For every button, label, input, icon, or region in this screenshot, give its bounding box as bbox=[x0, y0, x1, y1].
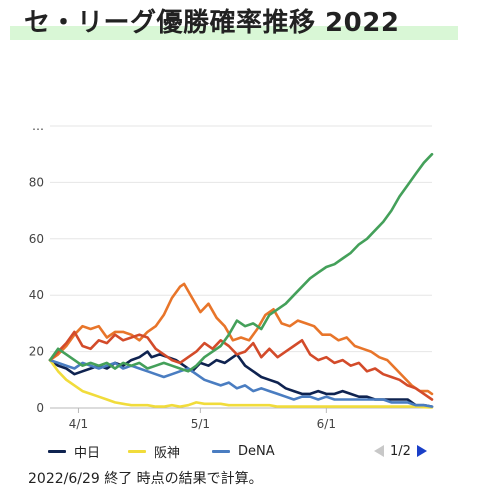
legend-label-chunichi: 中日 bbox=[74, 445, 101, 461]
legend-swatch-hanshin bbox=[128, 449, 146, 453]
y-axis-ticks: 0 20 40 60 80 … bbox=[29, 119, 44, 415]
line-chart: 0 20 40 60 80 … 4/1 5/1 6/1 bbox=[29, 119, 434, 430]
series-line-4 bbox=[48, 330, 434, 401]
series-line-5 bbox=[48, 152, 434, 373]
pager-label: 1/2 bbox=[390, 443, 411, 459]
y-tick-label: 40 bbox=[29, 288, 44, 302]
x-tick-label: 5/1 bbox=[191, 417, 210, 430]
chart-legend: 中日 阪神 DeNA 1/2 bbox=[0, 440, 480, 462]
chart-series bbox=[48, 152, 434, 409]
x-axis-ticks: 4/1 5/1 6/1 bbox=[69, 408, 336, 430]
legend-item-hanshin[interactable]: 阪神 bbox=[128, 440, 180, 462]
previous-page-icon[interactable] bbox=[374, 445, 384, 457]
legend-label-dena: DeNA bbox=[238, 443, 275, 459]
legend-label-hanshin: 阪神 bbox=[154, 445, 181, 461]
y-tick-label: … bbox=[32, 119, 44, 133]
footnote: 2022/6/29 終了 時点の結果で計算。 bbox=[28, 471, 263, 487]
legend-item-dena[interactable]: DeNA bbox=[212, 440, 275, 462]
page-title: セ・リーグ優勝確率推移 2022 bbox=[24, 8, 400, 38]
title-area: セ・リーグ優勝確率推移 2022 bbox=[10, 0, 458, 42]
y-tick-label: 60 bbox=[29, 232, 44, 246]
series-line-2 bbox=[48, 358, 434, 408]
y-tick-label: 0 bbox=[36, 401, 44, 415]
y-tick-label: 80 bbox=[29, 175, 44, 189]
legend-swatch-chunichi bbox=[48, 449, 66, 453]
next-page-icon[interactable] bbox=[416, 445, 427, 457]
x-tick-label: 6/1 bbox=[317, 417, 336, 430]
series-line-3 bbox=[48, 282, 434, 396]
series-line-1 bbox=[48, 358, 434, 409]
legend-pager: 1/2 bbox=[374, 440, 427, 462]
legend-swatch-dena bbox=[212, 449, 230, 453]
y-tick-label: 20 bbox=[29, 345, 44, 359]
legend-item-chunichi[interactable]: 中日 bbox=[48, 440, 100, 462]
title-highlight bbox=[10, 26, 458, 40]
x-tick-label: 4/1 bbox=[69, 417, 88, 430]
